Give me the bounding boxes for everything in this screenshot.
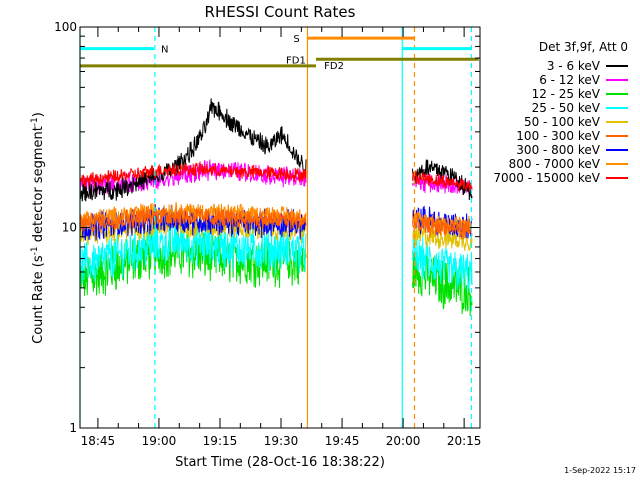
axis-layer: 1 10 100 18:45 19:00 19:15 19:30 19:45 20:00 20:1… [54,20,481,448]
legend-label-5: 100 - 300 keV [516,129,600,143]
y-axis-label: Count Rate (s-1 detector segment-1) [30,112,46,344]
series-line-3-6-kev-seg0 [80,98,307,202]
y-axis-label-sup1: -1 [30,246,40,255]
legend-label-2: 12 - 25 keV [532,87,601,101]
x-axis-label: Start Time (28-Oct-16 18:38:22) [175,455,385,470]
x-tick-label-4: 19:45 [325,434,360,448]
flag-label-n: N [161,45,168,56]
x-tick-label-0: 18:45 [81,434,116,448]
legend-header: Det 3f,9f, Att 0 [539,40,628,54]
series-line-50-100-kev-seg1 [412,224,473,252]
flag-label-fd1: FD1 [286,55,306,66]
y-axis-label-main: Count Rate (s [31,255,46,344]
y-axis-label-end: ) [31,112,46,117]
series-line-100-300-kev-seg0 [80,206,307,233]
y-tick-label-2: 100 [54,20,77,34]
legend-label-4: 50 - 100 keV [524,115,601,129]
legend-label-6: 300 - 800 keV [516,143,600,157]
chart-title: RHESSI Count Rates [205,3,356,21]
series-line-7000-15000-kev-seg0 [80,161,307,188]
data-layer [80,98,473,317]
timestamp: 1-Sep-2022 15:17 [564,466,636,475]
legend-label-1: 6 - 12 keV [539,73,601,87]
x-tick-label-3: 19:30 [264,434,299,448]
y-axis-label-mid: detector segment [31,126,46,246]
series-line-25-50-kev-seg1 [412,235,473,293]
legend-label-7: 800 - 7000 keV [509,157,601,171]
x-tick-label-6: 20:15 [447,434,482,448]
flag-label-fd2: FD2 [324,61,344,72]
x-tick-label-1: 19:00 [142,434,177,448]
y-tick-label-0: 1 [69,421,77,435]
y-axis-label-sup2: -1 [30,117,40,126]
series-line-7000-15000-kev-seg1 [412,170,473,192]
flag-label-s: S [293,34,299,45]
y-tick-label-1: 10 [62,221,77,235]
x-tick-label-5: 20:00 [386,434,421,448]
series-line-100-300-kev-seg1 [412,214,473,240]
legend-label-3: 25 - 50 keV [532,101,601,115]
x-tick-label-2: 19:15 [203,434,238,448]
legend-label-8: 7000 - 15000 keV [493,171,600,185]
legend-label-0: 3 - 6 keV [547,59,601,73]
